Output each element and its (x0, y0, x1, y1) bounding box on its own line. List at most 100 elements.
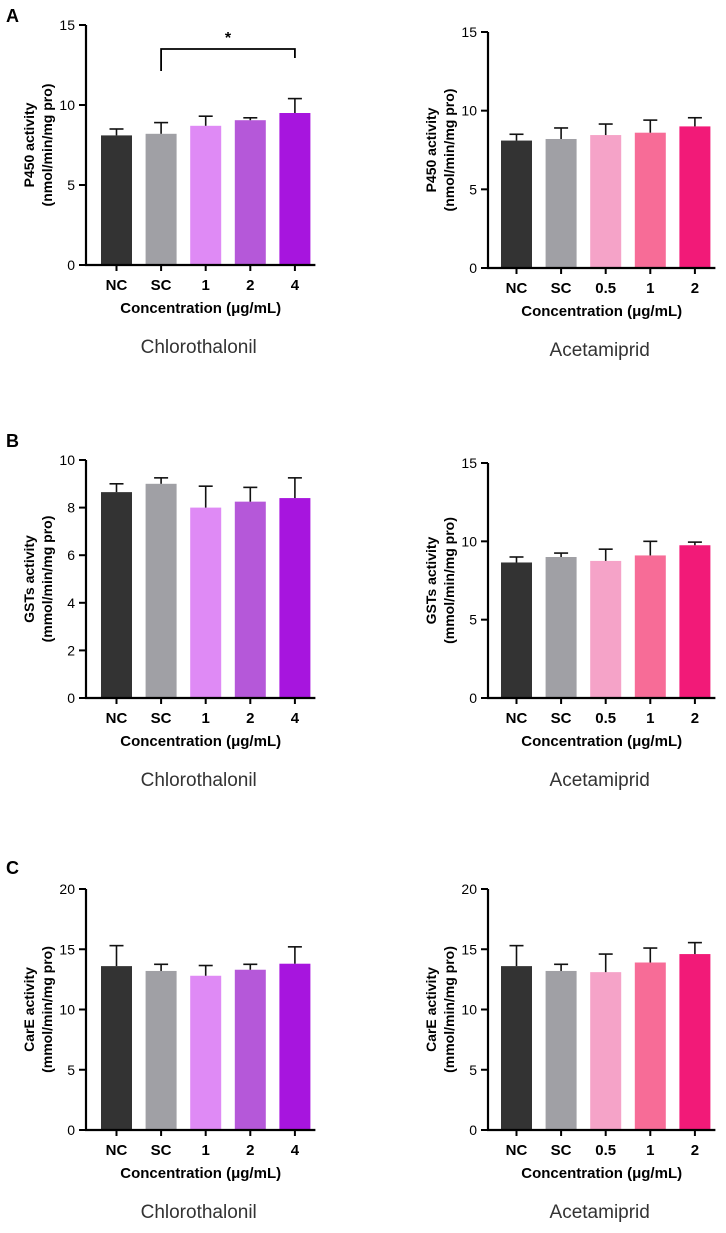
y-tick-label: 5 (469, 181, 477, 197)
bar (679, 545, 711, 698)
y-axis-unit: (mmol/min/mg pro) (441, 946, 457, 1073)
significance-bracket (160, 48, 296, 71)
x-tick-label: 2 (691, 710, 699, 727)
x-tick-label: 0.5 (595, 1142, 616, 1159)
y-tick-label: 0 (67, 1122, 75, 1138)
y-tick-label: 10 (59, 1002, 75, 1018)
x-tick-label: 4 (291, 277, 300, 294)
bar (679, 126, 711, 269)
y-tick-label: 20 (461, 881, 477, 897)
panel-label-b: B (6, 431, 19, 451)
chart-title: Chlorothalonil (141, 337, 257, 358)
x-tick-label: 1 (202, 1142, 210, 1159)
y-tick-label: 15 (461, 941, 477, 957)
y-tick-label: 15 (59, 17, 75, 33)
x-axis-title: Concentration (μg/mL) (120, 300, 281, 317)
y-axis-title: CarE activity (423, 967, 439, 1052)
y-tick-label: 20 (59, 881, 75, 897)
y-tick-label: 5 (67, 1062, 75, 1078)
x-tick-label: SC (551, 710, 572, 727)
x-tick-label: SC (551, 280, 572, 297)
x-tick-label: NC (106, 1142, 128, 1159)
chart-4: NC SC 0.5 1 2 0 5 10 15 Concentration (μg/mL) GSTs… (423, 455, 716, 791)
y-axis-title: CarE activity (21, 967, 37, 1052)
y-axis-unit: (nmol/min/mg pro) (441, 89, 457, 212)
chart-2: NC SC 0.5 1 2 0 5 10 15 Concentration (μg/mL) P450… (423, 24, 716, 361)
x-axis-title: Concentration (μg/mL) (120, 1165, 281, 1182)
x-tick-label: 2 (691, 1142, 699, 1159)
x-tick-label: NC (506, 1142, 528, 1159)
y-tick-label: 5 (469, 1062, 477, 1078)
bar (190, 507, 222, 698)
x-tick-label: 2 (246, 277, 254, 294)
y-tick-label: 10 (461, 1002, 477, 1018)
x-tick-label: NC (106, 710, 128, 727)
x-tick-label: 4 (291, 710, 300, 727)
x-tick-label: 0.5 (595, 280, 616, 297)
bar (101, 966, 132, 1130)
x-axis-title: Concentration (μg/mL) (120, 733, 281, 750)
bar (590, 135, 622, 268)
chart-title: Acetamiprid (550, 770, 650, 791)
y-tick-label: 15 (461, 24, 477, 40)
y-tick-label: 2 (67, 642, 75, 658)
x-tick-label: 2 (246, 710, 254, 727)
bar (501, 140, 532, 268)
x-tick-label: SC (151, 277, 172, 294)
bar (545, 970, 577, 1130)
x-tick-label: 1 (202, 710, 210, 727)
y-axis-title: P450 activity (423, 107, 439, 192)
chart-title: Acetamiprid (550, 340, 650, 361)
bar (279, 113, 311, 265)
chart-5: NC SC 1 2 4 0 5 10 15 20 Concentration (μg/mL) CarE… (21, 881, 316, 1223)
y-axis-title: P450 activity (21, 102, 37, 187)
y-axis-unit: (mmol/min/mg pro) (39, 516, 55, 643)
bar (279, 963, 311, 1130)
bar (190, 975, 222, 1130)
bar (145, 133, 177, 265)
y-tick-label: 10 (59, 97, 75, 113)
bar (234, 501, 266, 698)
x-tick-label: 1 (202, 277, 210, 294)
x-tick-label: 1 (646, 280, 654, 297)
y-axis-title: GSTs activity (423, 536, 439, 624)
y-tick-label: 0 (67, 257, 75, 273)
bar (545, 138, 577, 268)
y-tick-label: 10 (461, 533, 477, 549)
y-tick-label: 5 (469, 612, 477, 628)
y-tick-label: 10 (461, 103, 477, 119)
y-axis-unit: (mmol/min/mg pro) (441, 517, 457, 644)
x-tick-label: 2 (691, 280, 699, 297)
x-axis-title: Concentration (μg/mL) (521, 1165, 682, 1182)
y-tick-label: 8 (67, 500, 75, 516)
significance-label: * (225, 30, 232, 47)
bar (101, 135, 132, 265)
x-axis-title: Concentration (μg/mL) (521, 303, 682, 320)
x-tick-label: 4 (291, 1142, 300, 1159)
x-tick-label: SC (551, 1142, 572, 1159)
panel-label-a: A (6, 6, 19, 26)
y-tick-label: 0 (469, 690, 477, 706)
bar (501, 562, 532, 698)
bar (590, 972, 622, 1130)
y-axis-title: GSTs activity (21, 535, 37, 623)
bar (590, 560, 622, 698)
bar (234, 969, 266, 1130)
x-tick-label: 0.5 (595, 710, 616, 727)
y-tick-label: 10 (59, 452, 75, 468)
y-tick-label: 15 (59, 941, 75, 957)
x-tick-label: NC (506, 710, 528, 727)
y-tick-label: 0 (67, 690, 75, 706)
y-tick-label: 15 (461, 455, 477, 471)
bar (634, 132, 666, 268)
bar (634, 555, 666, 698)
bar (234, 120, 266, 265)
y-tick-label: 0 (469, 260, 477, 276)
x-tick-label: SC (151, 710, 172, 727)
bar (145, 970, 177, 1130)
chart-title: Acetamiprid (550, 1202, 650, 1223)
y-axis-unit: (nmol/min/mg pro) (39, 84, 55, 207)
x-axis-title: Concentration (μg/mL) (521, 733, 682, 750)
